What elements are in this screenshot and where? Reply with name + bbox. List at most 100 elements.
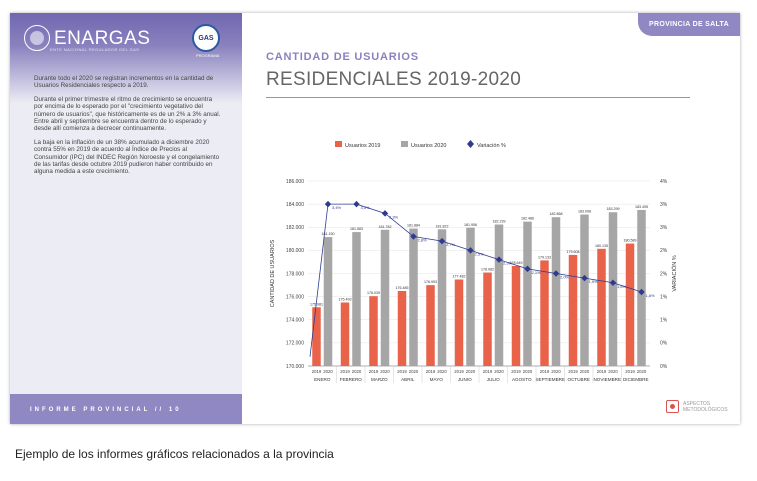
- variation-label: 2,3%: [503, 261, 513, 266]
- x-category-label: OCTUBRE: [568, 377, 590, 382]
- side-paragraph: Durante el primer trimestre el ritmo de …: [34, 95, 221, 133]
- variation-point: [609, 279, 617, 286]
- bar-value-label: 179.133: [538, 255, 551, 259]
- bar-value-label: 181.822: [436, 224, 449, 228]
- variation-point: [638, 288, 645, 296]
- x-year-label: 2019: [540, 369, 550, 374]
- bar-value-label: 181.956: [464, 223, 477, 227]
- y2-tick-label: 1%: [660, 294, 668, 300]
- bar-2020: [352, 232, 361, 366]
- bar-2019: [568, 254, 578, 366]
- variation-label: 1,9%: [589, 279, 599, 284]
- x-year-label: 2020: [580, 369, 590, 374]
- heading-line1: CANTIDAD DE USUARIOS: [266, 51, 419, 63]
- variation-point: [467, 247, 474, 254]
- x-year-label: 2019: [312, 369, 322, 374]
- x-category-label: SEPTIEMBRE: [535, 377, 565, 382]
- bar-value-label: 176.485: [396, 286, 409, 290]
- bar-2019: [625, 243, 635, 366]
- bar-value-label: 180.135: [595, 244, 608, 248]
- metodologia-label: ASPECTOS METODOLÓGICOS: [683, 400, 728, 413]
- y-tick-label: 184.000: [286, 202, 304, 208]
- bar-2019: [340, 302, 350, 366]
- y-tick-label: 182.000: [286, 225, 304, 231]
- variation-label: 1,6%: [646, 293, 656, 298]
- bar-2020: [409, 228, 418, 366]
- x-year-label: 2019: [483, 369, 493, 374]
- y-tick-label: 172.000: [286, 341, 304, 347]
- y2-tick-label: 0%: [660, 364, 668, 370]
- sidebar: ENARGAS ENTE NACIONAL REGULADOR DEL GAS …: [10, 13, 242, 424]
- x-year-label: 2020: [409, 369, 419, 374]
- figure-caption: Ejemplo de los informes gráficos relacio…: [15, 447, 334, 461]
- bar-2020: [551, 217, 561, 366]
- variation-label: 2,7%: [446, 242, 456, 247]
- bar-value-label: 182.868: [550, 212, 563, 216]
- bar-value-label: 175.493: [339, 297, 352, 301]
- x-category-label: ABRIL: [401, 377, 415, 382]
- bar-2019: [540, 260, 549, 366]
- bar-value-label: 179.608: [567, 250, 580, 254]
- variation-point: [581, 274, 588, 282]
- x-year-label: 2019: [369, 369, 379, 374]
- x-year-label: 2019: [597, 369, 607, 374]
- bar-value-label: 180.589: [624, 239, 637, 243]
- x-year-label: 2020: [608, 369, 618, 374]
- y2-axis-title: VARIACIÓN %: [671, 255, 678, 291]
- x-year-label: 2020: [380, 369, 390, 374]
- program-seal-icon: GAS: [192, 24, 220, 52]
- x-year-label: 2019: [340, 369, 350, 374]
- variation-point: [381, 210, 389, 217]
- x-category-label: NOVIEMBRE: [593, 377, 621, 382]
- y2-tick-label: 2%: [660, 271, 668, 277]
- legend-label: Usuarios 2020: [411, 143, 446, 149]
- bar-value-label: 183.299: [607, 207, 620, 211]
- side-paragraph: La baja en la inflación de un 38% acumul…: [34, 138, 220, 176]
- bar-2020: [494, 224, 504, 366]
- bar-2020: [637, 209, 646, 366]
- x-category-label: JUNIO: [458, 377, 472, 382]
- brand-subtitle: ENTE NACIONAL REGULADOR DEL GAS: [50, 47, 140, 52]
- users-chart: Usuarios 2019 Usuarios 2020 Variación % 186…: [270, 140, 678, 383]
- variation-label: 1,8%: [617, 284, 627, 289]
- bar-value-label: 178.649: [510, 261, 523, 265]
- variation-label: 3,4%: [332, 205, 342, 210]
- legend-label: Usuarios 2019: [345, 143, 380, 149]
- x-category-label: DICIEMBRE: [623, 377, 649, 382]
- bar-2019: [426, 285, 435, 366]
- x-year-label: 2020: [466, 369, 476, 374]
- heading-line2: RESIDENCIALES 2019-2020: [266, 69, 522, 90]
- footer-text: INFORME PROVINCIAL // 10: [30, 407, 182, 413]
- variation-point: [410, 233, 417, 240]
- x-category-label: JULIO: [487, 377, 500, 382]
- variation-label: 2,8%: [418, 238, 428, 243]
- x-year-label: 2019: [511, 369, 521, 374]
- metodologia-link[interactable]: ASPECTOS METODOLÓGICOS: [666, 400, 728, 413]
- y-tick-label: 174.000: [286, 318, 304, 324]
- x-category-label: MARZO: [371, 377, 388, 382]
- bar-2019: [312, 307, 321, 366]
- bar-2019: [483, 272, 492, 366]
- bar-value-label: 181.150: [322, 232, 335, 236]
- bar-2019: [454, 279, 464, 366]
- x-year-label: 2019: [568, 369, 578, 374]
- bar-2019: [597, 248, 606, 366]
- bar-2020: [466, 227, 475, 366]
- y2-tick-label: 2%: [660, 248, 668, 254]
- bar-value-label: 176.039: [367, 291, 380, 295]
- x-year-label: 2020: [494, 369, 504, 374]
- x-category-label: ENERO: [314, 377, 331, 382]
- y2-tick-label: 4%: [660, 179, 668, 185]
- brand-name: ENARGAS: [54, 27, 151, 49]
- variation-point: [495, 256, 503, 263]
- y-tick-label: 170.000: [286, 364, 304, 370]
- y-tick-label: 176.000: [286, 294, 304, 300]
- side-description: Durante todo el 2020 se registran increm…: [34, 75, 222, 182]
- bar-value-label: 181.583: [350, 227, 363, 231]
- brand-logo: ENARGAS: [24, 25, 150, 51]
- bar-2019: [397, 291, 407, 366]
- bar-2019: [369, 296, 378, 366]
- bar-2020: [608, 212, 618, 366]
- variation-label: 2,1%: [532, 270, 542, 275]
- bar-2019: [511, 265, 521, 366]
